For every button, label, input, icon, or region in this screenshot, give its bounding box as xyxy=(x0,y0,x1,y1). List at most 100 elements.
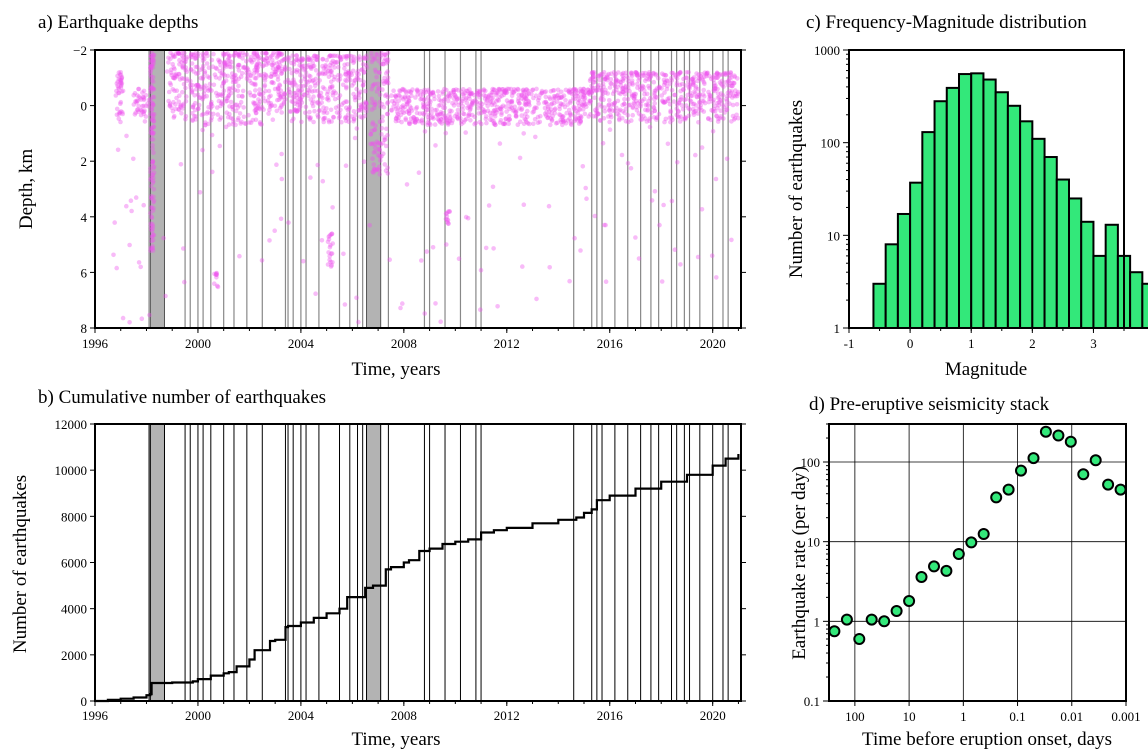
depth-point xyxy=(461,120,466,125)
depth-point xyxy=(731,80,736,86)
depth-point xyxy=(222,63,228,68)
depth-point xyxy=(490,90,496,95)
depth-point xyxy=(579,102,585,108)
depth-point xyxy=(309,78,315,84)
depth-point xyxy=(435,112,440,118)
depth-point xyxy=(622,110,627,116)
depth-point xyxy=(260,64,266,69)
depth-point xyxy=(209,132,215,138)
depth-point xyxy=(637,72,643,77)
depth-point xyxy=(377,86,382,92)
depth-point xyxy=(449,108,454,114)
depth-point xyxy=(596,73,602,79)
depth-point xyxy=(228,90,234,96)
depth-point xyxy=(216,57,221,63)
depth-point xyxy=(197,95,202,100)
depth-point xyxy=(535,97,541,103)
depth-point xyxy=(582,111,588,117)
depth-point xyxy=(225,62,230,67)
depth-point xyxy=(733,92,739,97)
depth-point xyxy=(222,60,227,65)
depth-point xyxy=(393,94,399,99)
depth-point xyxy=(312,108,317,114)
panel-a: a) Earthquake depths Time, years Depth, … xyxy=(16,12,746,380)
depth-point xyxy=(148,68,154,73)
depth-point xyxy=(668,110,673,115)
depth-point xyxy=(225,51,230,56)
depth-point xyxy=(404,109,410,114)
depth-point xyxy=(647,124,653,130)
depth-point xyxy=(299,58,305,64)
depth-point xyxy=(374,74,379,80)
depth-point xyxy=(328,70,333,75)
depth-point xyxy=(620,89,626,95)
depth-point xyxy=(473,120,479,126)
depth-point xyxy=(512,108,517,113)
depth-point xyxy=(733,88,738,93)
x-tick-label: 2012 xyxy=(494,708,520,723)
depth-point xyxy=(191,103,196,108)
depth-point xyxy=(124,133,129,139)
depth-point xyxy=(148,221,153,227)
depth-point xyxy=(468,118,473,123)
depth-point xyxy=(466,113,472,118)
depth-point xyxy=(717,116,723,121)
depth-point xyxy=(652,88,658,94)
depth-point xyxy=(180,53,185,59)
depth-point xyxy=(202,88,208,93)
depth-point xyxy=(426,112,432,118)
depth-point xyxy=(315,88,320,94)
depth-point xyxy=(349,58,354,63)
depth-point xyxy=(282,67,288,73)
depth-point xyxy=(275,66,280,71)
depth-point xyxy=(728,71,734,76)
depth-point xyxy=(389,107,394,113)
depth-point xyxy=(296,108,301,113)
depth-point xyxy=(180,106,185,111)
depth-point xyxy=(233,50,238,56)
depth-point xyxy=(724,96,729,102)
depth-point xyxy=(190,82,195,88)
depth-point xyxy=(353,112,358,118)
depth-point xyxy=(669,115,674,120)
depth-point xyxy=(176,99,182,105)
depth-point xyxy=(224,98,230,104)
depth-point xyxy=(252,67,257,73)
depth-point xyxy=(113,93,119,98)
depth-point xyxy=(516,96,521,102)
depth-point xyxy=(414,105,420,110)
depth-point xyxy=(499,112,504,117)
depth-point xyxy=(483,88,488,94)
depth-point xyxy=(188,67,194,73)
depth-point xyxy=(651,105,657,111)
depth-point xyxy=(543,94,549,100)
depth-point xyxy=(424,101,430,107)
depth-point xyxy=(664,86,670,92)
depth-point xyxy=(264,74,270,79)
depth-point xyxy=(327,253,333,259)
depth-point xyxy=(645,102,650,107)
depth-point xyxy=(734,112,739,118)
depth-point xyxy=(304,90,310,96)
depth-point xyxy=(588,76,593,82)
depth-point xyxy=(690,101,696,107)
depth-point xyxy=(401,96,406,102)
depth-point xyxy=(517,101,522,106)
depth-point xyxy=(657,222,662,228)
depth-point xyxy=(193,114,198,119)
depth-point xyxy=(659,279,665,284)
depth-point xyxy=(653,72,659,78)
x-tick-label: 2012 xyxy=(494,336,520,351)
depth-point xyxy=(523,100,528,105)
depth-point xyxy=(557,95,562,100)
depth-point xyxy=(226,55,232,60)
depth-point xyxy=(699,207,705,212)
depth-point xyxy=(425,107,431,113)
depth-point xyxy=(375,153,381,158)
depth-point xyxy=(378,158,383,163)
x-tick-label: -1 xyxy=(844,336,855,351)
depth-point xyxy=(324,106,329,111)
depth-point xyxy=(151,150,156,156)
depth-point xyxy=(716,116,721,122)
depth-point xyxy=(602,76,608,82)
